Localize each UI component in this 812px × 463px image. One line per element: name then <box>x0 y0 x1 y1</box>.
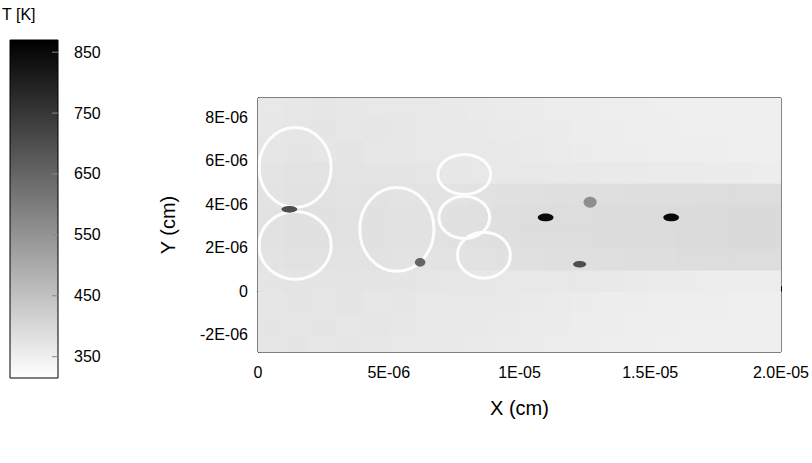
svg-text:2.0E-05: 2.0E-05 <box>753 364 809 381</box>
svg-text:Y (cm): Y (cm) <box>157 196 179 255</box>
svg-text:850: 850 <box>74 44 101 61</box>
svg-text:650: 650 <box>74 165 101 182</box>
svg-text:450: 450 <box>74 287 101 304</box>
svg-text:0: 0 <box>239 283 248 300</box>
svg-text:0: 0 <box>254 364 263 381</box>
svg-text:-2E-06: -2E-06 <box>200 326 248 343</box>
svg-text:6E-06: 6E-06 <box>205 152 248 169</box>
svg-text:4E-06: 4E-06 <box>205 196 248 213</box>
svg-text:5E-06: 5E-06 <box>367 364 410 381</box>
svg-text:1.5E-05: 1.5E-05 <box>622 364 678 381</box>
svg-text:1E-05: 1E-05 <box>498 364 541 381</box>
svg-text:X (cm): X (cm) <box>490 397 549 419</box>
svg-text:8E-06: 8E-06 <box>205 109 248 126</box>
svg-text:T [K]: T [K] <box>2 6 36 23</box>
svg-text:550: 550 <box>74 226 101 243</box>
svg-text:750: 750 <box>74 105 101 122</box>
svg-text:350: 350 <box>74 348 101 365</box>
svg-text:2E-06: 2E-06 <box>205 239 248 256</box>
